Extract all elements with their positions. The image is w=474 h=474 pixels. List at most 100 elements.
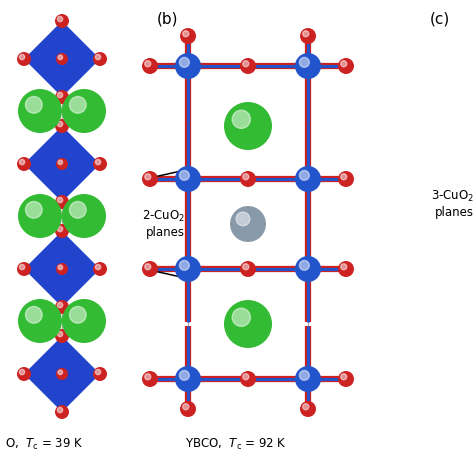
Circle shape: [55, 14, 69, 28]
Circle shape: [19, 55, 25, 60]
Circle shape: [70, 307, 86, 323]
Circle shape: [338, 261, 354, 277]
Circle shape: [142, 371, 158, 387]
Circle shape: [62, 299, 106, 343]
Circle shape: [18, 89, 62, 133]
Circle shape: [180, 370, 189, 380]
Circle shape: [93, 262, 107, 276]
Circle shape: [145, 264, 151, 270]
Circle shape: [55, 224, 69, 238]
Circle shape: [300, 370, 310, 380]
Text: YBCO,  $T_{\mathrm{c}}$ = 92 K: YBCO, $T_{\mathrm{c}}$ = 92 K: [185, 437, 287, 452]
Circle shape: [224, 300, 272, 348]
Circle shape: [300, 171, 310, 180]
Circle shape: [142, 261, 158, 277]
Circle shape: [300, 28, 316, 44]
Circle shape: [182, 404, 189, 410]
Circle shape: [240, 261, 256, 277]
Circle shape: [295, 53, 321, 79]
Circle shape: [341, 374, 347, 380]
Circle shape: [70, 201, 86, 218]
Circle shape: [18, 194, 62, 238]
Circle shape: [57, 92, 63, 98]
Circle shape: [243, 61, 249, 67]
Circle shape: [145, 61, 151, 67]
Circle shape: [95, 369, 100, 375]
Circle shape: [56, 263, 68, 275]
Circle shape: [57, 302, 63, 308]
Circle shape: [224, 102, 272, 150]
Circle shape: [236, 212, 250, 226]
Circle shape: [300, 401, 316, 417]
Circle shape: [142, 171, 158, 187]
Circle shape: [338, 371, 354, 387]
Circle shape: [230, 206, 266, 242]
Circle shape: [58, 265, 63, 270]
Circle shape: [19, 264, 25, 270]
Circle shape: [55, 405, 69, 419]
Circle shape: [180, 171, 189, 180]
Polygon shape: [24, 336, 100, 412]
Circle shape: [57, 407, 63, 413]
Circle shape: [300, 260, 310, 270]
Circle shape: [175, 53, 201, 79]
Circle shape: [57, 17, 63, 22]
Circle shape: [175, 166, 201, 192]
Circle shape: [303, 404, 309, 410]
Circle shape: [18, 299, 62, 343]
Circle shape: [341, 173, 347, 180]
Circle shape: [175, 366, 201, 392]
Circle shape: [55, 195, 69, 209]
Circle shape: [55, 90, 69, 104]
Circle shape: [26, 307, 42, 323]
Circle shape: [62, 194, 106, 238]
Circle shape: [180, 260, 189, 270]
Circle shape: [56, 53, 68, 65]
Circle shape: [56, 368, 68, 380]
Circle shape: [300, 57, 310, 67]
Circle shape: [341, 61, 347, 67]
Circle shape: [57, 227, 63, 232]
Circle shape: [17, 52, 31, 66]
Circle shape: [232, 110, 250, 128]
Circle shape: [95, 264, 100, 270]
Circle shape: [62, 89, 106, 133]
Circle shape: [58, 370, 63, 374]
Circle shape: [56, 158, 68, 170]
Polygon shape: [24, 21, 100, 97]
Circle shape: [295, 256, 321, 282]
Circle shape: [70, 97, 86, 113]
Circle shape: [341, 264, 347, 270]
Circle shape: [17, 367, 31, 381]
Circle shape: [338, 58, 354, 74]
Text: O,  $T_{\mathrm{c}}$ = 39 K: O, $T_{\mathrm{c}}$ = 39 K: [5, 437, 83, 452]
Circle shape: [93, 157, 107, 171]
Circle shape: [57, 331, 63, 337]
Circle shape: [55, 119, 69, 133]
Circle shape: [95, 159, 100, 164]
Text: (b): (b): [157, 11, 179, 27]
Circle shape: [17, 157, 31, 171]
Circle shape: [142, 58, 158, 74]
Circle shape: [295, 366, 321, 392]
Circle shape: [295, 166, 321, 192]
Polygon shape: [24, 126, 100, 202]
Circle shape: [57, 197, 63, 203]
Circle shape: [95, 55, 100, 60]
Circle shape: [240, 171, 256, 187]
Circle shape: [55, 329, 69, 343]
Circle shape: [93, 52, 107, 66]
Circle shape: [240, 58, 256, 74]
Circle shape: [243, 173, 249, 180]
Text: 3-CuO$_2$
planes: 3-CuO$_2$ planes: [431, 189, 474, 219]
Circle shape: [58, 160, 63, 164]
Circle shape: [180, 28, 196, 44]
Circle shape: [243, 374, 249, 380]
Circle shape: [182, 31, 189, 37]
Circle shape: [338, 171, 354, 187]
Circle shape: [26, 97, 42, 113]
Circle shape: [19, 369, 25, 375]
Circle shape: [180, 57, 189, 67]
Circle shape: [26, 201, 42, 218]
Circle shape: [58, 55, 63, 60]
